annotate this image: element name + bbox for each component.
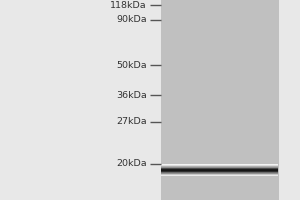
Bar [161,172,278,173]
Bar [161,165,278,166]
Bar [161,164,278,165]
Bar [161,174,278,175]
Bar [161,171,278,172]
Bar [161,173,278,174]
Bar [161,170,278,171]
Text: 50kDa: 50kDa [116,60,147,70]
Bar [160,0,279,200]
Bar [161,169,278,170]
Text: 90kDa: 90kDa [116,16,147,24]
Text: 27kDa: 27kDa [116,117,147,127]
Bar [161,167,278,168]
Text: 36kDa: 36kDa [116,90,147,99]
Text: 20kDa: 20kDa [116,160,147,168]
Bar [161,166,278,167]
Bar [161,175,278,176]
Bar [161,168,278,169]
Text: 118kDa: 118kDa [110,0,147,9]
